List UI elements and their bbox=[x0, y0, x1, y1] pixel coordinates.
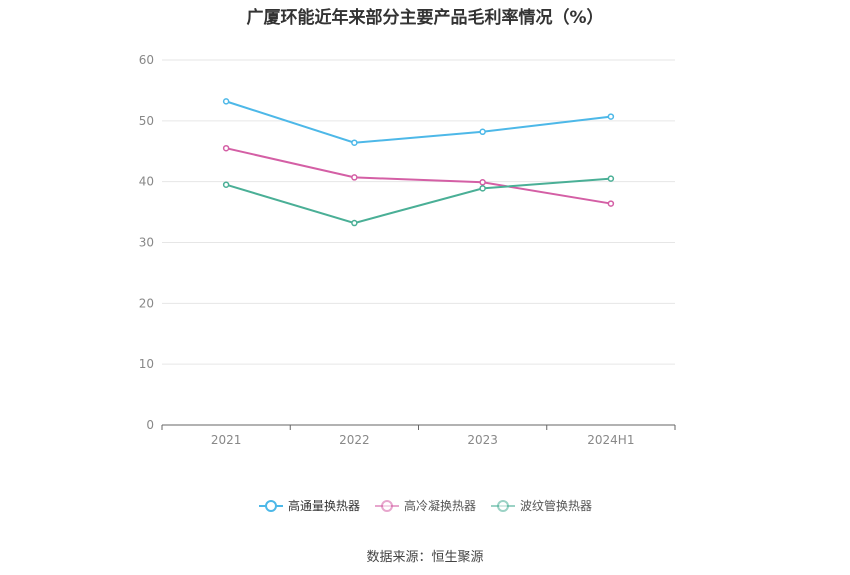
source-note: 数据来源：恒生聚源 bbox=[366, 550, 484, 565]
legend-swatch-icon bbox=[374, 499, 399, 512]
axes: 0 10 20 30 40 50 60 2021 2022 2023 2024H1 bbox=[139, 53, 676, 447]
data-point[interactable] bbox=[222, 181, 230, 188]
series-line bbox=[225, 100, 611, 144]
y-tick-label: 50 bbox=[139, 114, 154, 128]
data-point[interactable] bbox=[607, 200, 615, 207]
data-point[interactable] bbox=[222, 98, 230, 105]
y-tick-label: 40 bbox=[139, 175, 154, 189]
grid-lines bbox=[162, 59, 675, 365]
data-point[interactable] bbox=[222, 144, 230, 152]
legend-item[interactable]: 高冷凝换热器 bbox=[374, 497, 476, 514]
data-point[interactable] bbox=[351, 219, 358, 227]
y-tick-label: 30 bbox=[139, 236, 154, 250]
legend: 高通量换热器 高冷凝换热器 波纹管换热器 bbox=[0, 497, 850, 514]
legend-label: 高冷凝换热器 bbox=[403, 499, 476, 513]
y-tick-label: 10 bbox=[139, 357, 154, 371]
legend-item[interactable]: 波纹管换热器 bbox=[490, 497, 592, 514]
y-tick-label: 60 bbox=[139, 53, 154, 67]
y-tick-label: 0 bbox=[146, 418, 154, 432]
series-line bbox=[225, 177, 611, 225]
x-tick-label: 2023 bbox=[467, 433, 498, 447]
x-tick-label: 2022 bbox=[339, 433, 370, 447]
data-point[interactable] bbox=[607, 113, 615, 120]
series-0 bbox=[222, 98, 615, 146]
data-point[interactable] bbox=[351, 139, 358, 146]
legend-swatch-icon bbox=[258, 499, 283, 512]
data-point[interactable] bbox=[479, 128, 486, 136]
series-line bbox=[225, 147, 612, 205]
series-1 bbox=[222, 144, 615, 207]
x-tick-label: 2021 bbox=[211, 433, 242, 447]
chart-title: 广厦环能近年来部分主要产品毛利率情况（%） bbox=[246, 8, 604, 28]
data-point[interactable] bbox=[479, 185, 486, 192]
data-point[interactable] bbox=[351, 174, 358, 181]
legend-swatch-icon bbox=[491, 499, 515, 512]
data-point[interactable] bbox=[607, 175, 615, 182]
legend-label: 波纹管换热器 bbox=[520, 499, 593, 513]
line-chart: 0 10 20 30 40 50 60 2021 2022 2023 2024H1 bbox=[139, 53, 676, 447]
data-point[interactable] bbox=[479, 179, 486, 186]
legend-item[interactable]: 高通量换热器 bbox=[258, 497, 360, 514]
x-tick-label: 2024H1 bbox=[587, 433, 634, 447]
series-lines bbox=[222, 98, 615, 227]
legend-label: 高通量换热器 bbox=[287, 499, 360, 513]
y-tick-label: 20 bbox=[139, 296, 154, 310]
series-2 bbox=[222, 175, 615, 227]
